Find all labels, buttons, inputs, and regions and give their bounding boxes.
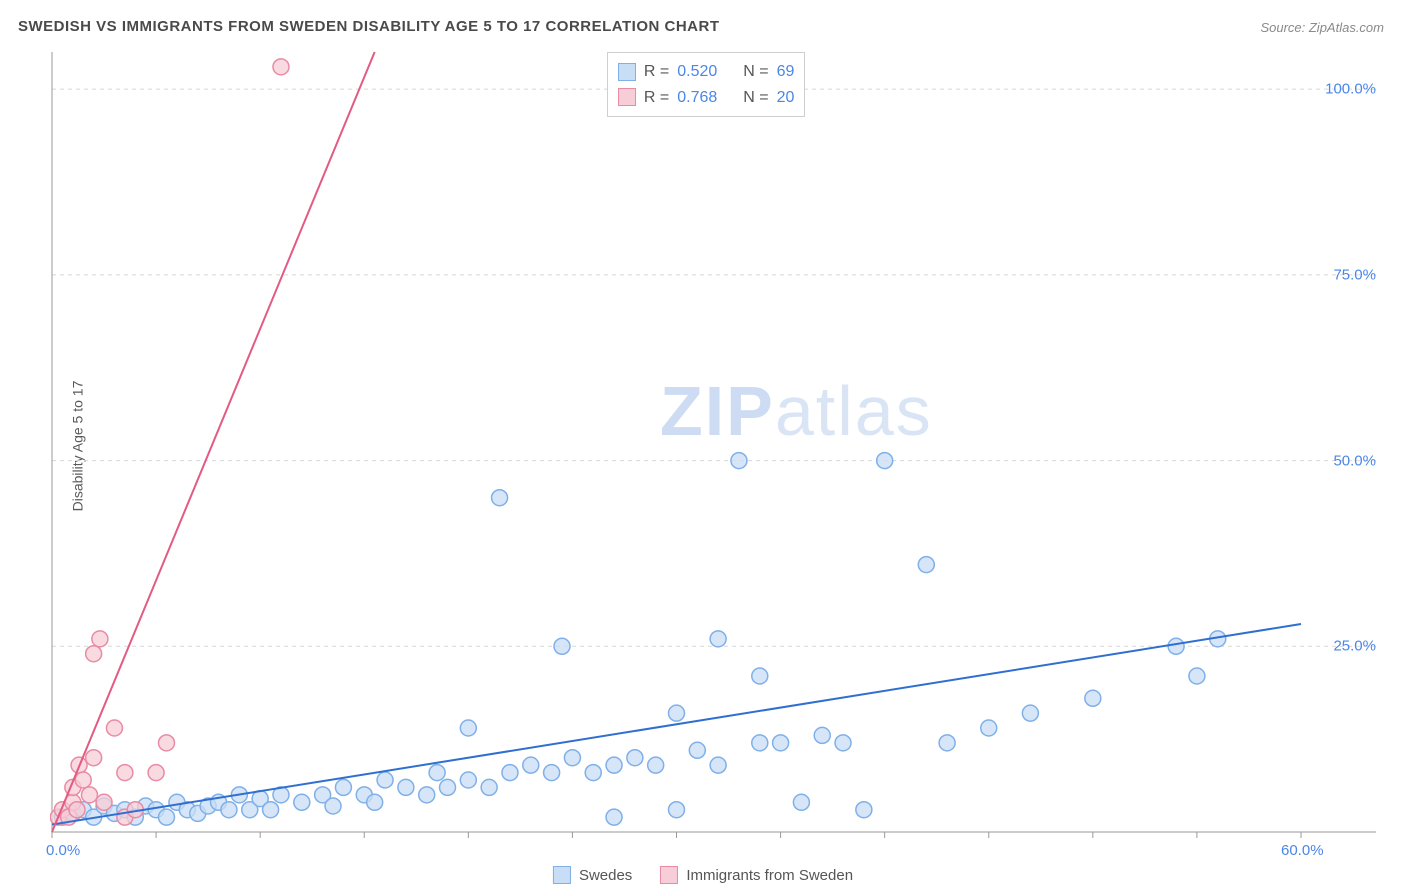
r-value: 0.768 — [677, 85, 717, 111]
n-label: N = — [743, 85, 768, 111]
series-swatch — [660, 866, 678, 884]
stats-row: R = 0.520 N = 69 — [618, 59, 795, 85]
r-value: 0.520 — [677, 59, 717, 85]
y-tick-label: 75.0% — [1333, 266, 1376, 283]
scatter-chart — [50, 50, 1376, 852]
r-label: R = — [644, 85, 669, 111]
chart-area: ZIPatlas R =0.520N =69R =0.768N =20 0.0%… — [50, 50, 1376, 852]
n-value: 69 — [777, 59, 795, 85]
correlation-stats-box: R = 0.520 N = 69 R = 0.768 N = 20 — [607, 52, 806, 117]
n-value: 20 — [777, 85, 795, 111]
series-swatch — [618, 88, 636, 106]
y-tick-label: 50.0% — [1333, 452, 1376, 469]
chart-title: SWEDISH VS IMMIGRANTS FROM SWEDEN DISABI… — [18, 18, 719, 35]
series-swatch — [553, 866, 571, 884]
series-swatch — [618, 63, 636, 81]
stats-row: R = 0.768 N = 20 — [618, 85, 795, 111]
x-tick-label: 60.0% — [1281, 842, 1324, 859]
source-prefix: Source: — [1260, 20, 1308, 35]
x-tick-label: 0.0% — [46, 842, 80, 859]
legend-item: Immigrants from Sweden — [660, 866, 853, 884]
n-label: N = — [743, 59, 768, 85]
legend: Swedes Immigrants from Sweden — [553, 866, 853, 884]
y-tick-label: 100.0% — [1325, 81, 1376, 98]
source-attribution: Source: ZipAtlas.com — [1260, 20, 1384, 35]
legend-item: Swedes — [553, 866, 632, 884]
source-name: ZipAtlas.com — [1309, 20, 1384, 35]
legend-label: Swedes — [579, 867, 632, 884]
legend-label: Immigrants from Sweden — [686, 867, 853, 884]
y-tick-label: 25.0% — [1333, 638, 1376, 655]
r-label: R = — [644, 59, 669, 85]
